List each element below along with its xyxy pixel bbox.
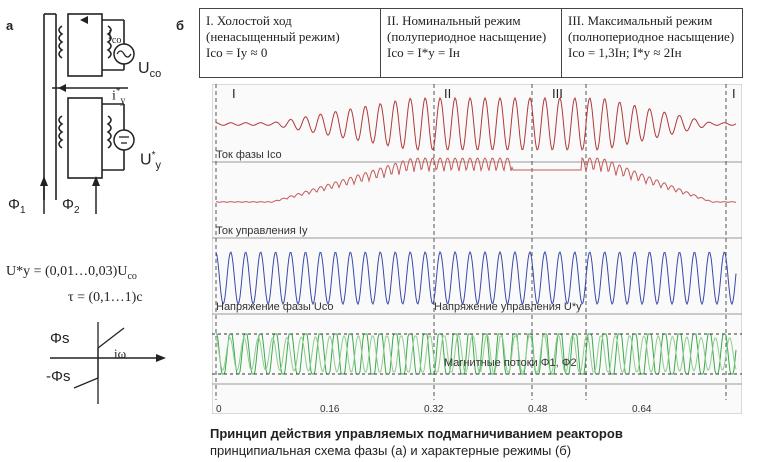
mode-1-title: I. Холостой ход [206,13,292,28]
trace-label: Ток фазы Ico [216,149,282,161]
x-tick-label: 0 [216,404,222,414]
reactor-schematic [40,13,135,214]
mode-3-subtitle: (полнопериодное насыщение) [568,29,735,44]
modes-table: I. Холостой ход (ненасыщенный режим) Ico… [199,8,743,78]
phi1-arrow-icon [40,176,48,186]
phase-current-trace [215,96,737,151]
lower-right-coil [106,115,112,149]
mode-roman-label: I [732,86,736,101]
ico-label: ico [108,28,122,46]
dc-source-icon [113,129,135,151]
mode-roman-label: I [232,86,236,101]
mode-2-title: II. Номинальный режим [387,13,521,28]
flux-saturation-diagram [50,322,166,404]
trace-label: Ток управления Iy [216,225,308,237]
i-omega-arrow-icon [156,354,166,362]
flux-phi2-trace [215,335,737,374]
panel-label-b: б [176,18,185,33]
mode-1-subtitle: (ненасыщенный режим) [206,29,340,44]
mode-2-formula: Ico = I*y = Iн [387,45,460,60]
mode-1-cell: I. Холостой ход (ненасыщенный режим) Ico… [200,9,381,77]
i-omega-label: iω [114,346,127,361]
mode-3-cell: III. Максимальный режим (полнопериодное … [562,9,742,77]
upper-right-coil [106,25,112,59]
lower-left-coil [58,115,64,149]
caption-subtitle: принципиальная схема фазы (а) и характер… [210,443,572,458]
trace-label: Магнитные потоки Φ1, Φ2 [444,357,577,369]
phase-voltage-trace [215,250,737,306]
upper-left-coil [58,25,64,59]
mode-2-subtitle: (полупериодное насыщение) [387,29,547,44]
phi2-arrow-icon [92,176,100,186]
mode-2-cell: II. Номинальный режим (полупериодное нас… [381,9,562,77]
caption-title: Принцип действия управляемых подмагничив… [210,426,623,441]
lower-core [67,97,103,179]
ico-arrow-icon [80,16,88,24]
panel-label-a: а [6,18,14,33]
x-tick-label: 0.64 [632,404,652,414]
x-tick-label: 0.48 [528,404,548,414]
iy-label: i*y [112,86,126,107]
mode-roman-label: III [552,86,563,101]
control-voltage-formula: U*y = (0,01…0,03)Uco [6,264,137,282]
upper-core [67,13,103,77]
uy-label: U*y [140,150,161,172]
mode-3-formula: Ico = 1,3Iн; I*y ≈ 2Iн [568,45,682,60]
mode-3-title: III. Максимальный режим [568,13,713,28]
phi2-label: Φ2 [62,196,80,216]
mode-1-formula: Ico = Iy ≈ 0 [206,45,268,60]
trace-label: Напряжение управления U*y [434,301,582,313]
uco-label: Uco [138,60,162,81]
neg-phi-s-label: -Φs [46,368,71,385]
phi-s-label: Φs [50,330,70,347]
x-tick-label: 0.32 [424,404,444,414]
x-tick-label: 0.16 [320,404,340,414]
time-constant-formula: τ = (0,1…1)c [68,290,143,305]
mode-roman-label: II [444,86,451,101]
iy-arrow-icon [58,84,66,92]
trace-label: Напряжение фазы Uco [216,301,333,313]
phi1-label: Φ1 [8,196,26,216]
control-current-trace [215,157,737,203]
